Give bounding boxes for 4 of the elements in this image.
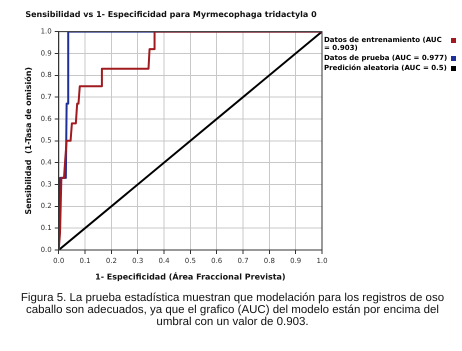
x-axis-title: 1- Especificidad (Área Fraccional Prevista) (95, 271, 286, 282)
chart-title: Sensibilidad vs 1- Especificidad para Myrmecophaga tridactyla 0 (25, 10, 318, 19)
y-axis-title: Sensibilidad (1-Tasa de omisión) (24, 66, 33, 215)
text: Figura 5. La prueba estadística muestran que modelación para los registros de oso caballo son adecuados, ya que el grafico (AUC) del modelo están por encima del umbral con un valor de 0.903. (20, 292, 445, 328)
